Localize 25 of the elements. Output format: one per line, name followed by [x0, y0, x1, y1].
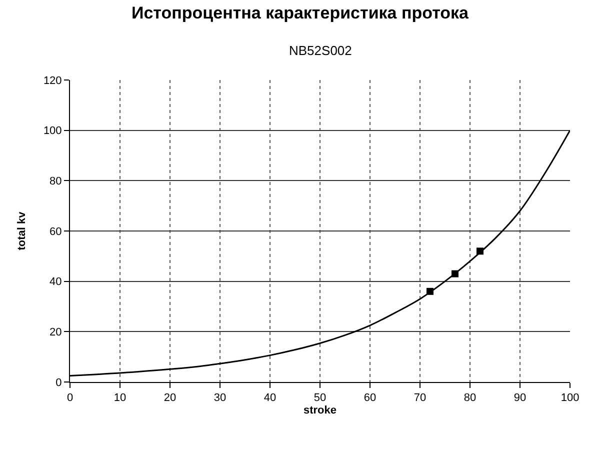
x-tick-label: 20: [164, 392, 176, 404]
x-tick-label: 80: [464, 392, 476, 404]
x-tick-label: 30: [214, 392, 226, 404]
chart-subtitle: NB52S002: [289, 43, 352, 58]
point: [426, 288, 434, 295]
x-tick-label: 50: [314, 392, 326, 404]
x-tick-label: 0: [66, 392, 74, 404]
y-tick-label: 80: [50, 176, 62, 188]
x-tick-label: 70: [414, 392, 426, 404]
point: [452, 270, 458, 278]
x-tick-label: 40: [264, 392, 276, 404]
x-tick-label: 90: [514, 392, 526, 404]
y-tick-label: 120: [43, 74, 62, 87]
y-tick-label: 40: [50, 276, 62, 288]
y-tick-label: 20: [50, 326, 62, 339]
y-tick-label: 100: [43, 125, 62, 138]
x-axis-title: stroke: [303, 404, 337, 416]
point: [476, 248, 484, 255]
y-tick-label: 60: [50, 226, 62, 238]
y-axis-title: total kv: [16, 210, 28, 250]
y-tick-label: 0: [56, 376, 62, 389]
x-tick-label: 10: [114, 392, 126, 404]
chart-title: Истопроцентна карактеристика протока: [131, 4, 470, 23]
x-tick-label: 60: [364, 392, 376, 404]
x-tick-label: 100: [560, 392, 580, 404]
